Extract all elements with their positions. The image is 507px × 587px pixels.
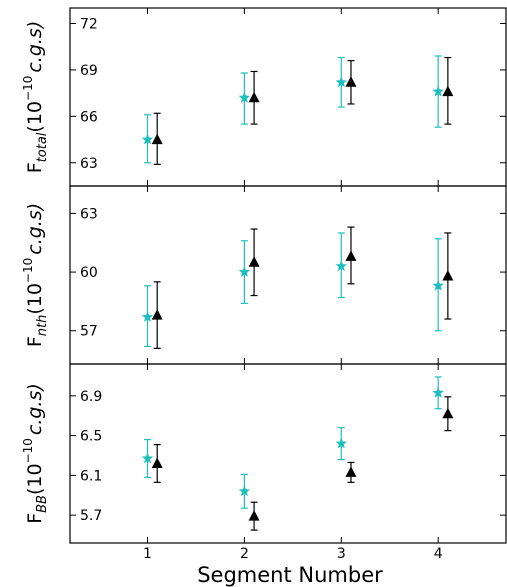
y-tick-label: 63	[80, 206, 98, 222]
series-2	[151, 396, 454, 531]
panel-1: 63 66 69 72 Ftotal(10−10c.g.s)	[21, 7, 507, 187]
x-tick-labels: 1 2 3 4	[143, 546, 443, 562]
panel-2: 57 60 63 Fnth(10−10c.g.s)	[21, 185, 507, 365]
triangle-point	[248, 91, 260, 103]
star-point	[238, 485, 251, 497]
star-point	[238, 91, 251, 103]
series-2	[151, 56, 454, 165]
y-tick-label: 72	[80, 16, 98, 32]
star-point	[335, 437, 347, 449]
star-point	[238, 266, 251, 277]
star-point	[141, 311, 154, 322]
y-tick-label: 57	[80, 324, 98, 340]
series-1	[141, 376, 444, 509]
y-tick-label: 5.7	[80, 508, 102, 524]
y-tick-label: 6.9	[80, 389, 102, 405]
triangle-point	[345, 250, 357, 261]
x-tick-label-4: 4	[434, 546, 443, 562]
triangle-point	[151, 309, 163, 320]
triangle-point	[248, 256, 260, 267]
star-point	[335, 76, 347, 88]
x-tick-label-1: 1	[143, 546, 152, 562]
y-tick-label: 69	[80, 63, 98, 79]
series-1	[141, 55, 444, 164]
triangle-point	[248, 510, 260, 521]
x-tick-label-2: 2	[240, 546, 249, 562]
y-tick-label: 63	[80, 156, 98, 172]
panel-3: 5.7 6.1 6.5 6.9 FBB(10−10c.g.s)	[21, 363, 507, 544]
x-axis-label: Segment Number	[197, 563, 383, 587]
star-point	[335, 260, 347, 272]
triangle-point	[442, 407, 454, 419]
star-point	[432, 85, 444, 97]
y-tick-label: 6.1	[80, 468, 102, 484]
triangle-point	[442, 85, 454, 97]
y-tick-label: 60	[80, 265, 98, 281]
triangle-point	[151, 457, 163, 468]
x-tick-label-3: 3	[337, 546, 346, 562]
triangle-point	[345, 466, 357, 477]
triangle-point	[151, 133, 163, 145]
triangle-point	[442, 269, 454, 281]
y-tick-label: 66	[80, 109, 98, 125]
y-axis-label: Fnth(10−10c.g.s)	[21, 203, 51, 347]
star-point	[141, 133, 154, 145]
y-axis-label: Ftotal(10−10c.g.s)	[21, 21, 51, 174]
series-2	[151, 226, 454, 349]
star-point	[432, 279, 444, 291]
triangle-point	[345, 76, 357, 87]
y-tick-label: 6.5	[80, 429, 102, 445]
series-1	[141, 232, 444, 347]
panel-frame	[69, 7, 507, 187]
star-point	[432, 386, 444, 398]
panel-frame	[69, 363, 507, 544]
star-point	[141, 452, 154, 464]
y-axis-label: FBB(10−10c.g.s)	[21, 383, 51, 524]
panels: 63 66 69 72 Ftotal(10−10c.g.s) 57 60 63 Fnth(10−…	[21, 7, 507, 544]
panel-frame	[69, 185, 507, 365]
